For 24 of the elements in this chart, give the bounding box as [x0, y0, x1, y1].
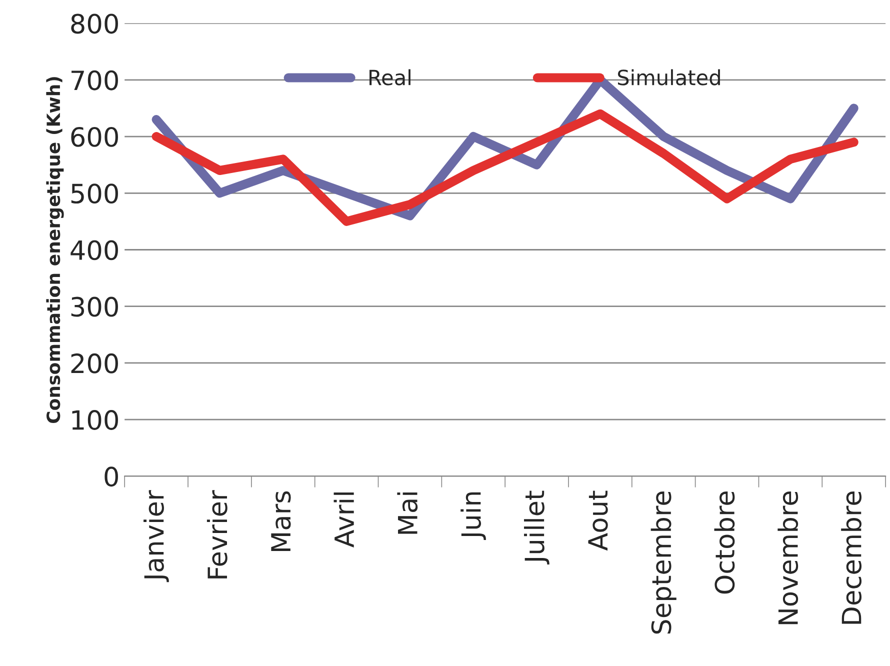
- x-tick-label: Octobre: [714, 491, 735, 594]
- y-tick-label: 800: [71, 14, 118, 34]
- y-tick-label: 400: [70, 240, 118, 260]
- x-tick-label: Aout: [588, 490, 608, 551]
- x-tick-label: Mars: [271, 491, 291, 552]
- x-tick-label: Novembre: [778, 491, 798, 624]
- y-tick-label: 100: [72, 410, 118, 430]
- y-axis-title: Consommation energetique (Kwh): [46, 77, 64, 424]
- y-tick-label: 700: [72, 70, 118, 90]
- legend-label: Simulated: [618, 69, 720, 86]
- y-tick-label: 600: [71, 126, 118, 147]
- x-tick-label: Juin: [460, 492, 486, 540]
- legend-label: Real: [370, 69, 410, 86]
- x-tick-label: Avril: [334, 492, 354, 548]
- x-tick-label: Fevrier: [206, 490, 228, 578]
- y-tick-label: 300: [71, 296, 118, 317]
- x-tick-label: Decembre: [841, 491, 862, 624]
- y-tick-label: 0: [104, 466, 118, 487]
- x-tick-label: Janvier: [144, 490, 169, 582]
- x-tick-label: Septembre: [650, 491, 676, 634]
- x-tick-label: Mai: [397, 492, 418, 534]
- x-tick-label: Juillet: [524, 490, 550, 565]
- y-tick-label: 200: [71, 353, 118, 374]
- y-tick-label: 500: [71, 184, 118, 204]
